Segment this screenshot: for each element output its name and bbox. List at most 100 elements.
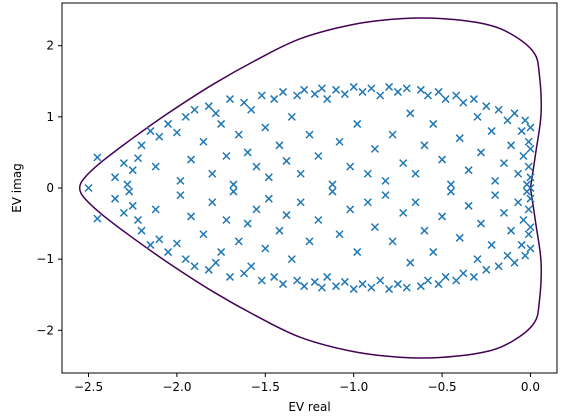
data-point [293, 91, 302, 100]
data-point [358, 87, 367, 96]
data-point [367, 84, 376, 93]
data-point [247, 105, 256, 114]
data-point [473, 112, 482, 121]
data-point [473, 255, 482, 264]
data-point [146, 127, 155, 136]
data-point [119, 159, 128, 168]
data-point [420, 226, 429, 235]
data-point [526, 123, 535, 132]
data-point [393, 280, 402, 289]
data-point [296, 169, 305, 178]
data-point [521, 116, 530, 125]
data-point [469, 95, 478, 104]
data-point [264, 173, 273, 182]
data-point [393, 87, 402, 96]
data-point [363, 198, 372, 207]
data-point [381, 191, 390, 200]
data-point [514, 198, 523, 207]
data-point [225, 272, 234, 281]
contour-line [78, 17, 542, 359]
data-point [517, 127, 526, 136]
data-point [469, 272, 478, 281]
data-point [385, 285, 394, 294]
data-point [310, 277, 319, 286]
data-point [137, 141, 146, 150]
data-point [278, 87, 288, 96]
data-point [353, 248, 362, 257]
data-point [331, 85, 341, 94]
data-point [524, 205, 533, 214]
data-point [128, 166, 137, 175]
data-point [335, 230, 344, 239]
data-point [317, 283, 326, 292]
data-point [252, 205, 261, 214]
data-point [300, 85, 309, 94]
data-point [363, 169, 372, 178]
y-tick-label: 2 [46, 39, 54, 53]
data-point [503, 116, 512, 125]
data-point [524, 137, 533, 146]
data-point [510, 258, 519, 267]
data-point [155, 132, 164, 141]
data-point [93, 153, 102, 162]
data-point [446, 187, 455, 196]
data-point [349, 285, 358, 294]
plot-frame [61, 2, 558, 374]
data-point [187, 212, 196, 221]
data-point [229, 180, 238, 189]
data-point [367, 283, 376, 292]
data-point [133, 215, 143, 225]
data-point [270, 95, 279, 104]
data-point [491, 176, 500, 185]
data-point [204, 265, 213, 274]
data-point [261, 244, 270, 253]
data-point [229, 187, 238, 196]
data-point [234, 237, 243, 246]
data-point [526, 244, 535, 253]
data-point [402, 84, 411, 93]
data-point [128, 201, 137, 210]
data-point [438, 155, 447, 164]
x-tick-label: −2.5 [74, 380, 103, 394]
data-point [381, 176, 390, 185]
data-point [438, 212, 447, 221]
data-point [459, 98, 468, 107]
data-point [340, 90, 349, 99]
data-point [434, 280, 443, 289]
data-point [111, 173, 120, 182]
data-point [208, 169, 217, 178]
data-point [146, 240, 155, 249]
data-point [349, 82, 358, 91]
data-point [331, 282, 341, 291]
y-axis-label: EV imag [10, 163, 24, 213]
data-point [507, 141, 516, 150]
data-point [111, 194, 120, 203]
data-point [524, 162, 533, 171]
data-point [406, 109, 415, 118]
data-point [282, 156, 291, 165]
data-point [243, 148, 252, 157]
data-point [323, 272, 332, 281]
data-point [204, 102, 213, 111]
data-point [399, 159, 408, 168]
data-point [225, 95, 234, 104]
data-point [353, 119, 362, 128]
data-point [519, 215, 528, 225]
data-point [423, 276, 432, 285]
data-point [416, 282, 425, 291]
data-point [434, 87, 443, 96]
data-point [376, 91, 385, 100]
ticks-layer: −2.5 −2.0 −1.5 −1.0 −0.5 0.0 −2 −1 0 1 2 [36, 39, 540, 394]
data-point [482, 265, 491, 274]
x-tick-label: 0.0 [521, 380, 540, 394]
data-point [151, 162, 160, 171]
data-point [446, 180, 455, 189]
data-point [328, 187, 337, 196]
data-point [420, 141, 429, 150]
data-point [275, 141, 284, 150]
data-point [323, 95, 332, 104]
data-point [176, 191, 185, 200]
data-point [257, 276, 266, 285]
data-point [187, 155, 196, 164]
